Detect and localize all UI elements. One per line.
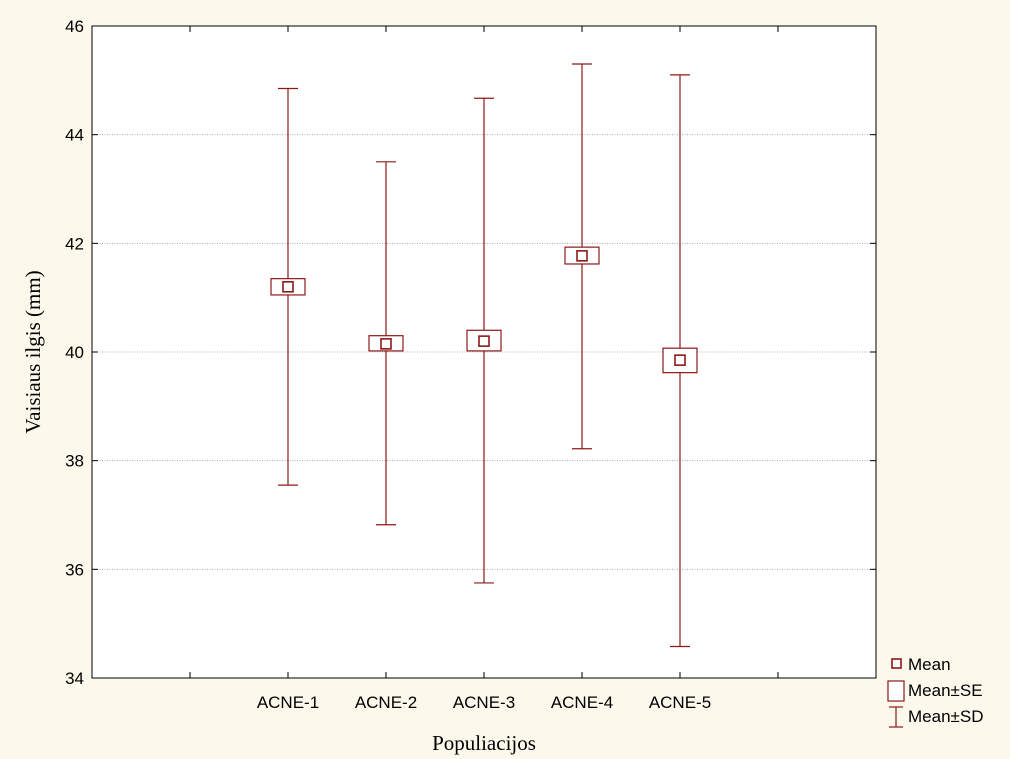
plot-frame <box>91 25 877 679</box>
legend-mean-symbol <box>891 658 902 669</box>
mean-marker <box>282 280 294 293</box>
legend-se-label: Mean±SE <box>908 681 983 700</box>
series-group <box>270 63 698 648</box>
y-tick-label: 38 <box>65 452 84 471</box>
x-ticks: ACNE-1 ACNE-2 ACNE-3 ACNE-4 ACNE-5 <box>189 26 779 712</box>
x-tick-label: ACNE-2 <box>355 693 417 712</box>
mean-marker <box>478 335 490 347</box>
mean-marker <box>576 250 588 262</box>
y-ticks: 34 36 38 40 42 44 46 <box>65 17 876 688</box>
legend-sd-label: Mean±SD <box>908 707 983 726</box>
y-tick-label: 42 <box>65 234 84 253</box>
mean-marker <box>380 338 392 350</box>
grid-lines <box>92 134 876 570</box>
x-tick-label: ACNE-5 <box>649 693 711 712</box>
x-tick-label: ACNE-3 <box>453 693 515 712</box>
y-axis-title: Vaisiaus ilgis (mm) <box>21 270 45 433</box>
x-tick-label: ACNE-1 <box>257 693 319 712</box>
legend-mean-label: Mean <box>908 655 951 674</box>
legend-se-symbol <box>887 680 905 702</box>
y-tick-label: 36 <box>65 560 84 579</box>
mean-marker <box>674 354 686 366</box>
y-tick-label: 46 <box>65 17 84 36</box>
y-tick-label: 40 <box>65 343 84 362</box>
x-axis-title: Populiacijos <box>432 731 536 755</box>
x-tick-label: ACNE-4 <box>551 693 613 712</box>
y-tick-label: 34 <box>65 669 84 688</box>
legend: Mean Mean±SE Mean±SD <box>887 655 983 728</box>
y-tick-label: 44 <box>65 126 84 145</box>
